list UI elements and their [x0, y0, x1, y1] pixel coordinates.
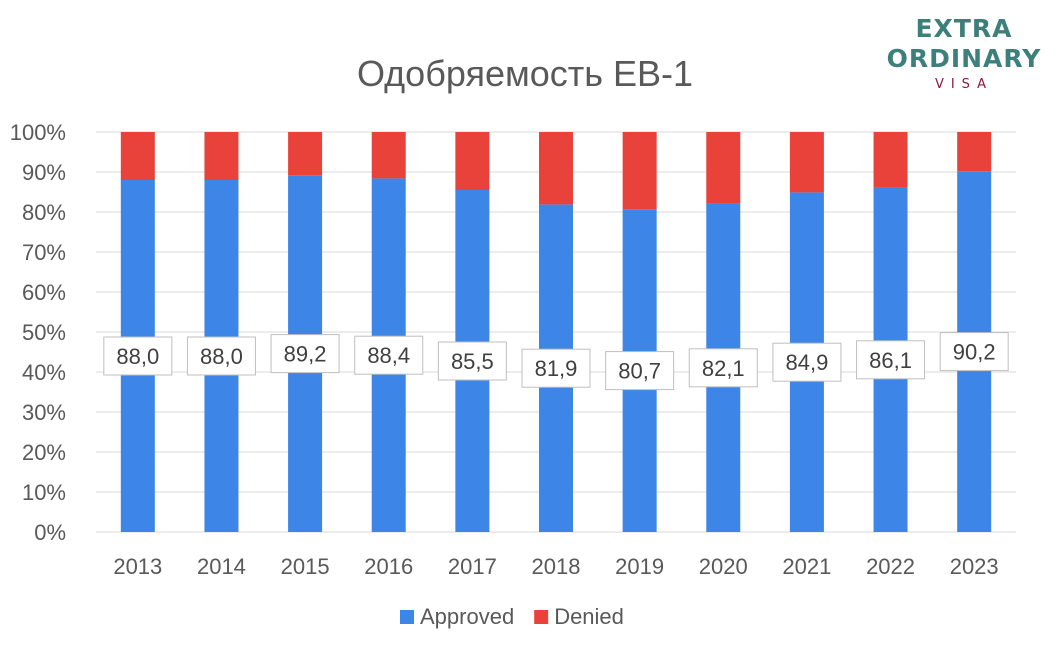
bar-denied — [120, 132, 155, 180]
x-tick-label: 2013 — [113, 554, 162, 579]
data-label-text: 86,1 — [869, 348, 912, 373]
y-tick-label: 60% — [22, 280, 66, 305]
bar-denied — [371, 132, 406, 179]
data-label: 82,1 — [688, 348, 758, 388]
data-label-box — [354, 335, 424, 375]
data-label-box — [186, 336, 256, 376]
y-axis: 0% 10% 20% 30% 40% 50% 60% 70% 80% 90% 100% — [10, 120, 66, 545]
data-label-box — [939, 332, 1009, 372]
x-tick-label: 2022 — [866, 554, 915, 579]
logo-line-visa: VISA — [934, 77, 994, 92]
legend-swatch-approved — [400, 610, 414, 624]
data-label: 89,2 — [270, 334, 340, 374]
data-label-box — [103, 336, 173, 376]
y-tick-label: 40% — [22, 360, 66, 385]
data-label-text: 90,2 — [953, 340, 996, 365]
bar-denied — [539, 132, 573, 205]
x-tick-label: 2020 — [699, 554, 748, 579]
data-label-box — [270, 334, 340, 374]
x-axis: 2013 2014 2015 2016 2017 2018 2019 2020 2021 2022… — [113, 554, 998, 579]
legend: Approved Denied — [400, 604, 624, 629]
data-label-text: 84,9 — [785, 350, 828, 375]
data-label-text: 80,7 — [618, 359, 661, 384]
x-tick-label: 2015 — [281, 554, 330, 579]
y-tick-label: 50% — [22, 320, 66, 345]
x-tick-label: 2018 — [532, 554, 581, 579]
y-tick-label: 30% — [22, 400, 66, 425]
data-label: 90,2 — [939, 332, 1009, 372]
brand-logo: EXTRA ORDINARY VISA — [879, 14, 1049, 94]
data-label: 85,5 — [437, 341, 507, 381]
logo-line-extra: EXTRA — [915, 14, 1013, 43]
bar-denied — [789, 132, 824, 193]
data-labels: 88,0 88,0 89,2 88,4 85,5 81,9 80,7 82,1 84,9 86,1… — [103, 332, 1009, 391]
data-label: 84,9 — [772, 342, 842, 382]
data-label-text: 85,5 — [451, 349, 494, 374]
bar-denied — [288, 132, 323, 176]
bar-denied — [204, 132, 239, 180]
chart-title: Одобряемость EB-1 — [357, 53, 693, 94]
x-tick-label: 2019 — [615, 554, 664, 579]
x-tick-label: 2023 — [950, 554, 999, 579]
data-label-box — [688, 348, 758, 388]
data-label-box — [605, 351, 675, 391]
data-label: 88,0 — [186, 336, 256, 376]
bar-denied — [957, 132, 992, 172]
y-tick-label: 20% — [22, 440, 66, 465]
bar-denied — [873, 132, 908, 188]
data-label-box — [856, 340, 926, 380]
x-tick-label: 2017 — [448, 554, 497, 579]
data-label-box — [772, 342, 842, 382]
legend-label-denied: Denied — [554, 604, 624, 629]
data-label-text: 88,0 — [200, 344, 243, 369]
bar-denied — [455, 132, 490, 190]
y-tick-label: 90% — [22, 160, 66, 185]
data-label: 88,0 — [103, 336, 173, 376]
data-label-text: 89,2 — [284, 342, 327, 367]
y-tick-label: 10% — [22, 480, 66, 505]
bar-denied — [622, 132, 657, 210]
legend-label-approved: Approved — [420, 604, 514, 629]
data-label-text: 88,0 — [116, 344, 159, 369]
x-tick-label: 2021 — [782, 554, 831, 579]
data-label-text: 82,1 — [702, 356, 745, 381]
data-label-box — [437, 341, 507, 381]
x-tick-label: 2016 — [364, 554, 413, 579]
y-tick-label: 80% — [22, 200, 66, 225]
y-tick-label: 70% — [22, 240, 66, 265]
data-label: 88,4 — [354, 335, 424, 375]
y-tick-label: 0% — [34, 520, 66, 545]
legend-swatch-denied — [534, 610, 549, 624]
data-label-box — [521, 348, 591, 388]
data-label: 81,9 — [521, 348, 591, 388]
logo-line-ordinary: ORDINARY — [886, 44, 1042, 73]
data-label-text: 88,4 — [367, 343, 410, 368]
data-label: 86,1 — [856, 340, 926, 380]
data-label-text: 81,9 — [535, 356, 578, 381]
y-tick-label: 100% — [10, 120, 66, 145]
x-tick-label: 2014 — [197, 554, 246, 579]
data-label: 80,7 — [605, 351, 675, 391]
bar-denied — [706, 132, 741, 204]
